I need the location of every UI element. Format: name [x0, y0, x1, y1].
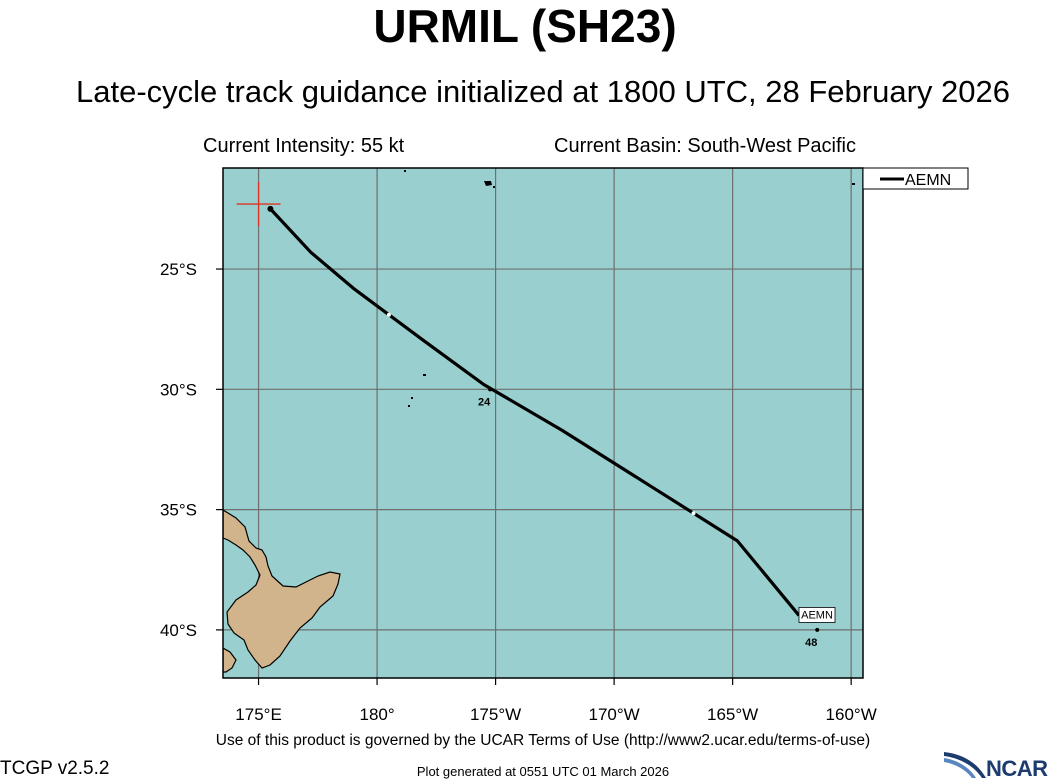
- tick-label-lon: 175°W: [470, 705, 521, 724]
- grid-lines: [223, 168, 863, 678]
- tick-label-lon: 175°E: [235, 705, 282, 724]
- track-time-marker: [691, 511, 696, 516]
- forecast-hour-point: [815, 627, 820, 632]
- track-end-label-box: [798, 607, 836, 623]
- track-time-marker: [386, 312, 391, 317]
- ncar-logo: [944, 752, 986, 778]
- axis-ticks: 175°E 180° 175°W 170°W 165°W 160°W 25°S 30°S 35°…: [160, 260, 877, 724]
- tick-label-lon: 180°: [359, 705, 394, 724]
- south-island-land: [223, 647, 237, 673]
- plot-frame: [222, 167, 864, 679]
- legend: AEMN: [862, 167, 969, 190]
- island-speck: [408, 405, 410, 407]
- ncar-logo-swoosh-light: [944, 758, 976, 778]
- island-speck: [852, 183, 855, 185]
- forecast-hour-label: 48: [805, 637, 817, 649]
- tick-label-lat: 25°S: [160, 260, 197, 279]
- guidance-subtitle: Late-cycle track guidance initialized at…: [76, 74, 1010, 109]
- track-layer: AEMN 24 48: [236, 182, 836, 649]
- tick-label-lat: 35°S: [160, 501, 197, 520]
- plot-generated: Plot generated at 0551 UTC 01 March 2026: [416, 764, 670, 779]
- land-new-zealand: [223, 170, 855, 673]
- forecast-hour-point: [488, 387, 493, 392]
- tick-label-lat: 40°S: [160, 621, 197, 640]
- island-speck: [493, 186, 495, 188]
- storm-title: URMIL (SH23): [373, 0, 677, 52]
- track-map: AEMN 24 48 175°E 180° 175°W 170°W 165°W 160°W 25…: [160, 167, 969, 724]
- ncar-logo-swoosh: [944, 752, 986, 778]
- track-end-label: AEMN: [801, 609, 833, 621]
- tick-label-lon: 165°W: [707, 705, 758, 724]
- track-start-point: [267, 205, 274, 212]
- ncar-logo-text: NCAR: [986, 756, 1048, 781]
- tick-label-lon: 160°W: [826, 705, 877, 724]
- terms-of-use: Use of this product is governed by the U…: [215, 732, 871, 749]
- legend-label-aemn: AEMN: [905, 172, 951, 189]
- tick-label-lon: 170°W: [589, 705, 640, 724]
- island-speck: [484, 181, 492, 186]
- version-label: TCGP v2.5.2: [0, 758, 110, 779]
- island-speck: [423, 374, 426, 376]
- legend-box: [862, 167, 969, 190]
- forecast-hour-label: 24: [478, 396, 491, 408]
- track-line-aemn: [269, 207, 801, 617]
- current-intensity: Current Intensity: 55 kt: [203, 135, 405, 157]
- current-basin: Current Basin: South-West Pacific: [554, 135, 856, 157]
- island-speck: [411, 397, 413, 399]
- island-speck: [404, 170, 406, 172]
- north-island-land: [223, 509, 341, 669]
- tick-label-lat: 30°S: [160, 380, 197, 399]
